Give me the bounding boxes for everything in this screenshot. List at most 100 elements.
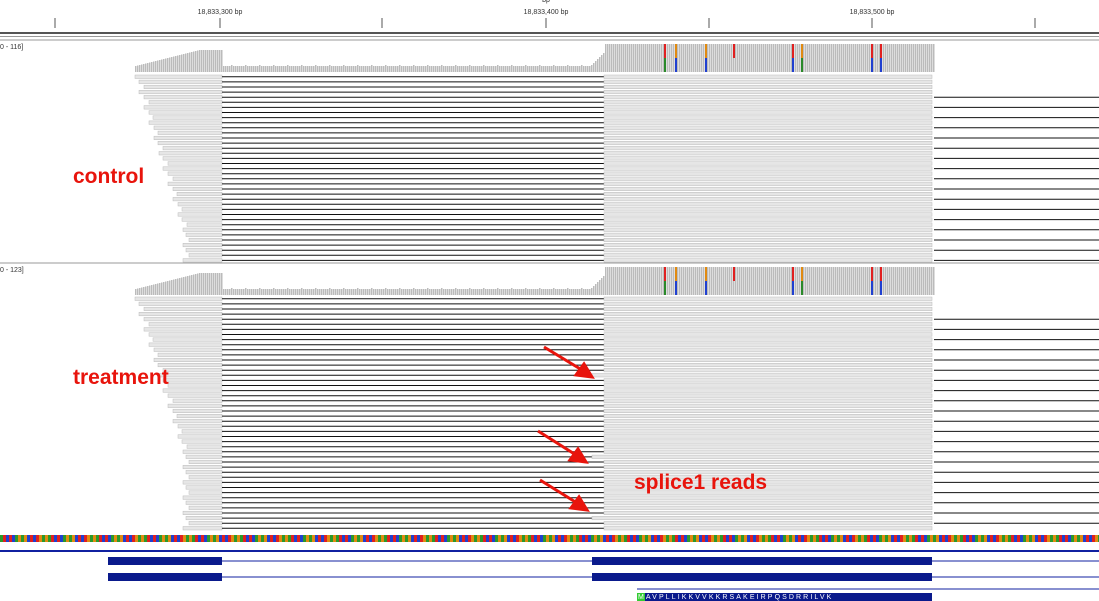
sequence-base (1089, 535, 1092, 542)
coverage-bar (199, 50, 201, 72)
read-exon (603, 500, 933, 505)
read-exon (603, 130, 933, 135)
sequence-base (1083, 535, 1086, 542)
read-exon (603, 383, 933, 388)
coverage-bar (191, 275, 193, 295)
coverage-bar (455, 65, 457, 72)
coverage-bar (763, 44, 765, 72)
coverage-bar (855, 44, 857, 72)
coverage-bar (671, 44, 673, 72)
coverage-bar (367, 66, 369, 72)
coverage-bar (637, 267, 639, 295)
coverage-bar (197, 50, 199, 72)
sequence-base (510, 535, 513, 542)
coverage-bar (641, 44, 643, 72)
coverage-bar (563, 66, 565, 72)
coverage-bar (651, 267, 653, 295)
coverage-bar (615, 44, 617, 72)
coverage-bar (447, 289, 449, 295)
sequence-base (951, 535, 954, 542)
sequence-base (726, 535, 729, 542)
coverage-bar (299, 66, 301, 72)
read-exon (148, 120, 223, 125)
coverage-bar (785, 267, 787, 295)
coverage-bar (419, 289, 421, 295)
coverage-bar (661, 44, 663, 72)
coverage-bar (933, 267, 935, 295)
read-exon (603, 495, 933, 500)
coverage-bar (363, 66, 365, 72)
coverage-bar (379, 289, 381, 295)
read-exon (185, 454, 223, 459)
coverage-bar (695, 267, 697, 295)
sequence-base (759, 535, 762, 542)
sequence-base (369, 535, 372, 542)
coverage-bar (877, 44, 879, 72)
coverage-bar (143, 64, 145, 72)
sequence-base (603, 535, 606, 542)
coverage-bar (565, 289, 567, 295)
sequence-base (624, 535, 627, 542)
coverage-bar (467, 289, 469, 295)
sequence-base (903, 535, 906, 542)
sequence-base (705, 535, 708, 542)
read-exon (134, 296, 223, 301)
coverage-bar (823, 44, 825, 72)
read-exon (603, 485, 933, 490)
coverage-bar (317, 66, 319, 72)
sequence-base (918, 535, 921, 542)
coverage-bar (429, 66, 431, 72)
sequence-base (348, 535, 351, 542)
coverage-bar (181, 277, 183, 295)
coverage-bar (225, 66, 227, 72)
coverage-bar (569, 289, 571, 295)
coverage-bar (907, 267, 909, 295)
coverage-bar (689, 267, 691, 295)
coverage-bar (385, 65, 387, 72)
coverage-bar (555, 289, 557, 295)
coverage-bar (589, 289, 591, 295)
coverage-bar (345, 66, 347, 72)
coverage-bar (301, 288, 303, 295)
coverage-bar (527, 289, 529, 295)
sequence-base (57, 535, 60, 542)
coverage-bar (235, 289, 237, 295)
coverage-bar (463, 289, 465, 295)
coverage-bar (441, 65, 443, 72)
coverage-bar (453, 66, 455, 72)
annotation: control (73, 165, 144, 188)
read-exon (603, 237, 933, 242)
coverage-bar (445, 66, 447, 72)
coverage-bar (433, 66, 435, 72)
sequence-base (300, 535, 303, 542)
coverage-bar (915, 267, 917, 295)
sequence-base (906, 535, 909, 542)
coverage-bar (595, 61, 597, 72)
coverage-bar (471, 289, 473, 295)
sequence-base (483, 535, 486, 542)
coverage-bar (271, 66, 273, 72)
coverage-bar (621, 267, 623, 295)
sequence-base (75, 535, 78, 542)
sequence-base (879, 535, 882, 542)
coverage-bar (339, 66, 341, 72)
read-exon (143, 306, 223, 311)
sequence-base (396, 535, 399, 542)
coverage-bar (537, 289, 539, 295)
sequence-base (279, 535, 282, 542)
coverage-bar (809, 44, 811, 72)
coverage-bar (265, 289, 267, 295)
coverage-bar (273, 65, 275, 72)
coverage-bar (921, 267, 923, 295)
coverage-bar (459, 289, 461, 295)
coverage-bar (243, 66, 245, 72)
coverage-bar (537, 66, 539, 72)
coverage-bar (553, 288, 555, 295)
coverage-bar (453, 289, 455, 295)
coverage-bar (165, 281, 167, 295)
sequence-base (849, 535, 852, 542)
read-exon (185, 232, 223, 237)
sequence-base (888, 535, 891, 542)
coverage-bar (763, 267, 765, 295)
sequence-base (93, 535, 96, 542)
